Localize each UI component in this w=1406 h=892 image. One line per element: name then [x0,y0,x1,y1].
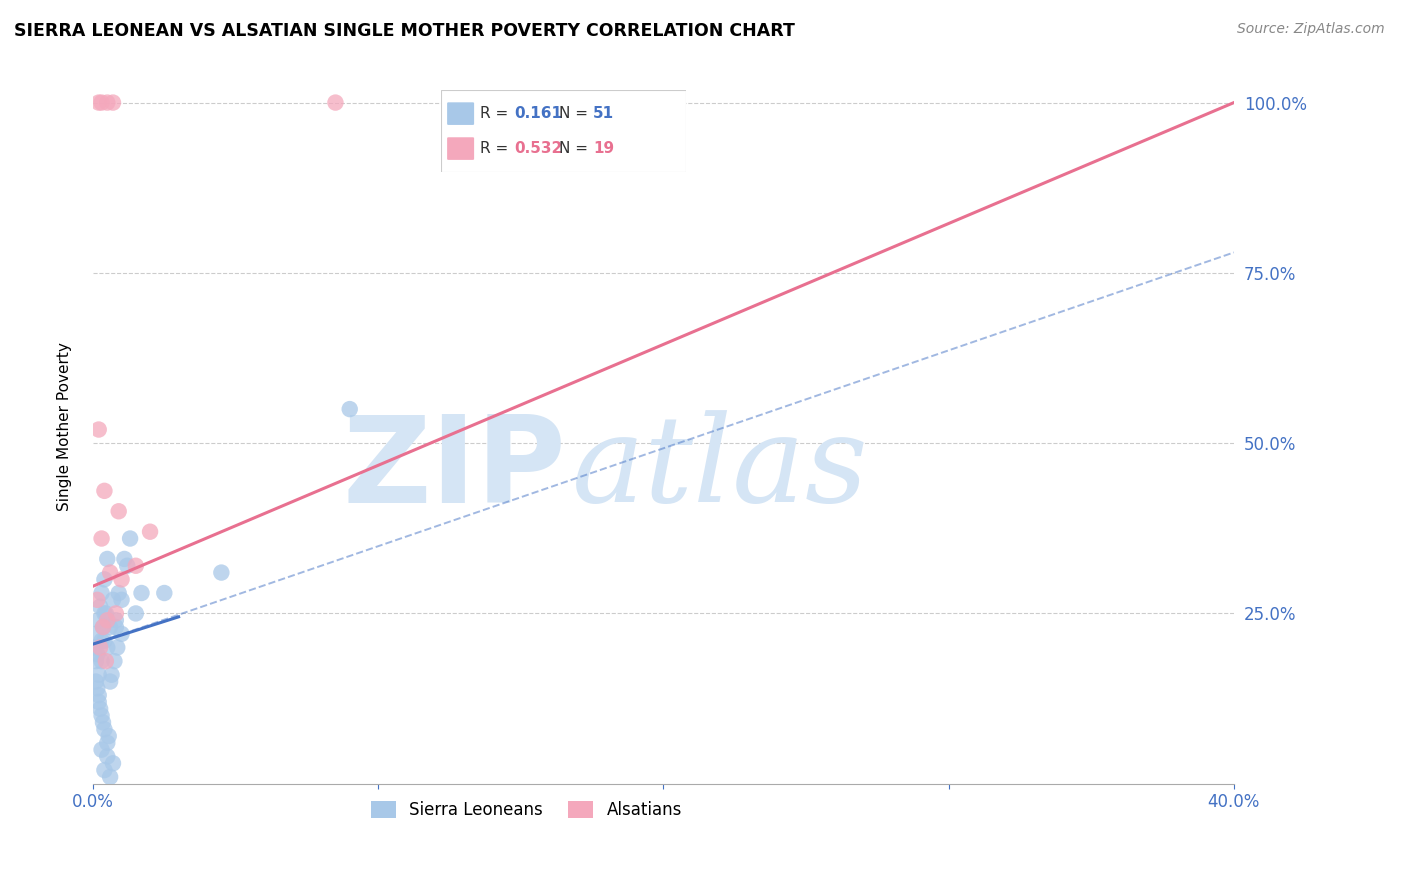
Point [125,607,148,621]
Point [93,723,115,737]
Point [97,729,120,743]
Point [104,620,127,634]
Point [103,654,125,668]
Text: Source: ZipAtlas.com: Source: ZipAtlas.com [1237,22,1385,37]
Point [90,708,112,723]
Point [325,95,347,110]
Point [107,504,129,518]
Point [94,654,117,668]
Point [84,674,107,689]
Point [96,95,118,110]
Point [87,423,110,437]
Point [90,586,112,600]
Point [93,633,115,648]
Point [89,702,111,716]
Point [93,573,115,587]
Point [96,552,118,566]
Point [93,763,115,777]
Point [101,756,124,771]
Point [96,640,118,655]
Text: ZIP: ZIP [343,410,567,527]
Point [90,95,112,110]
Point [110,592,132,607]
Point [107,586,129,600]
Point [87,667,110,681]
Point [153,586,176,600]
Point [86,681,108,696]
Point [101,592,124,607]
Point [104,607,127,621]
Point [87,688,110,702]
Point [131,586,153,600]
Point [84,654,107,668]
Point [105,640,128,655]
Point [89,599,111,614]
Point [91,620,114,634]
Point [115,558,138,573]
Point [104,613,127,627]
Point [339,402,361,417]
Point [90,654,112,668]
Point [86,648,108,662]
Point [93,607,115,621]
Point [98,566,121,580]
Point [87,95,110,110]
Point [98,620,121,634]
Point [98,674,121,689]
Point [98,770,121,784]
Point [96,749,118,764]
Point [89,640,111,655]
Point [84,627,107,641]
Text: atlas: atlas [572,410,869,528]
Point [110,573,132,587]
Point [96,613,118,627]
Point [91,715,114,730]
Point [96,736,118,750]
Point [83,640,105,655]
Point [86,592,108,607]
Legend: Sierra Leoneans, Alsatians: Sierra Leoneans, Alsatians [364,794,689,825]
Point [87,695,110,709]
Point [91,620,114,634]
Point [125,558,148,573]
Point [139,524,162,539]
Point [120,532,142,546]
Point [90,633,112,648]
Point [87,613,110,627]
Point [94,607,117,621]
Text: SIERRA LEONEAN VS ALSATIAN SINGLE MOTHER POVERTY CORRELATION CHART: SIERRA LEONEAN VS ALSATIAN SINGLE MOTHER… [14,22,794,40]
Point [93,483,115,498]
Point [209,566,232,580]
Point [100,667,122,681]
Point [101,95,124,110]
Point [112,552,135,566]
Point [110,627,132,641]
Point [90,742,112,756]
Y-axis label: Single Mother Poverty: Single Mother Poverty [58,342,72,510]
Point [90,532,112,546]
